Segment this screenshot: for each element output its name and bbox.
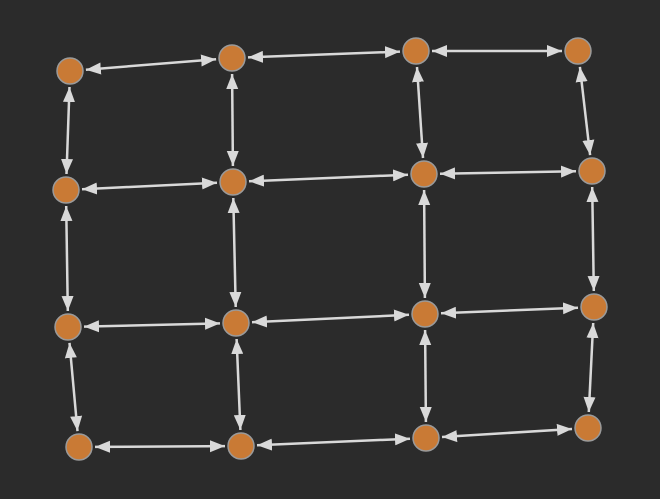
nodes-layer	[52, 37, 608, 461]
edges-layer	[60, 45, 600, 453]
node-n6	[410, 160, 438, 188]
node-n4	[52, 176, 80, 204]
node-n5	[219, 168, 247, 196]
edge-n7-n11	[586, 186, 600, 292]
edge-n11-n15	[583, 322, 599, 413]
edge-n4-n5	[81, 177, 218, 195]
node-n15	[574, 414, 602, 442]
edge-n10-n14	[419, 329, 432, 423]
node-n0	[56, 57, 84, 85]
node-n7	[578, 157, 606, 185]
node-n13	[227, 432, 255, 460]
edge-n5-n9	[227, 197, 242, 308]
node-n8	[54, 313, 82, 341]
node-n11	[580, 293, 608, 321]
edge-n1-n5	[226, 73, 239, 167]
edge-n0-n4	[61, 86, 75, 175]
edge-n13-n14	[256, 433, 411, 451]
node-n9	[222, 309, 250, 337]
edge-n6-n10	[418, 189, 431, 299]
node-n14	[412, 424, 440, 452]
edge-n6-n7	[439, 165, 577, 180]
node-n3	[564, 37, 592, 65]
edge-n4-n8	[60, 205, 74, 312]
edge-n2-n6	[411, 66, 429, 159]
edge-n8-n9	[83, 317, 221, 333]
node-n12	[65, 433, 93, 461]
edge-n12-n13	[94, 440, 226, 453]
node-n2	[402, 37, 430, 65]
edge-n10-n11	[440, 302, 579, 319]
node-n1	[218, 44, 246, 72]
edge-n9-n10	[251, 309, 410, 328]
edge-n1-n2	[247, 46, 401, 63]
node-n10	[411, 300, 439, 328]
edge-n3-n7	[575, 66, 595, 156]
edge-n8-n12	[64, 342, 83, 432]
edge-n5-n6	[248, 169, 409, 187]
edge-n14-n15	[441, 423, 573, 443]
edge-n9-n13	[231, 338, 246, 431]
edge-n0-n1	[85, 54, 217, 75]
